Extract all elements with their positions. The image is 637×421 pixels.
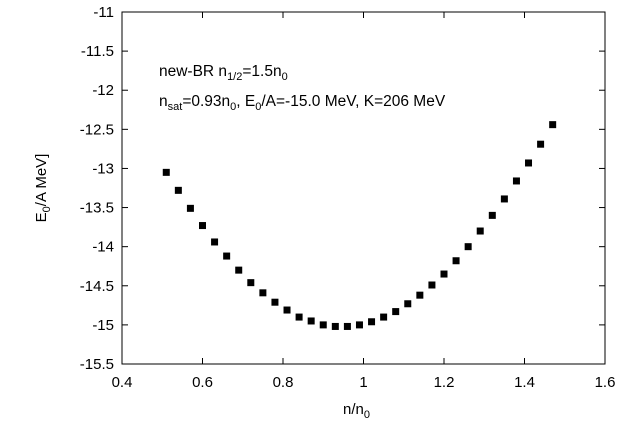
data-point (343, 322, 351, 330)
data-point (355, 321, 363, 329)
annotation-subscript: 1/2 (227, 71, 242, 83)
data-point (235, 266, 243, 274)
annotation-subscript: 0 (282, 71, 288, 83)
data-point (500, 195, 508, 203)
annotation-text: , E (236, 93, 255, 110)
x-axis-label-sub: 0 (364, 409, 370, 421)
y-axis-label: E0/A MeV] (33, 154, 53, 223)
x-tick-label: 1 (359, 374, 367, 391)
data-point (271, 298, 279, 306)
data-point (525, 159, 533, 167)
data-point (186, 204, 194, 212)
data-point (476, 227, 484, 235)
data-point (464, 243, 472, 251)
y-tick-label: -15.5 (80, 356, 114, 373)
data-point (319, 321, 327, 329)
data-point (537, 140, 545, 148)
data-point (392, 308, 400, 316)
x-axis-label: n/n0 (343, 401, 370, 421)
annotation-text: =0.93n (182, 93, 230, 110)
annotation-text: new-BR n (159, 63, 227, 80)
data-point (174, 186, 182, 194)
data-point (295, 313, 303, 321)
data-point (368, 318, 376, 326)
annotation-subscript: sat (168, 101, 183, 113)
data-points (162, 121, 557, 330)
y-tick-label: -12.5 (80, 121, 114, 138)
data-point (259, 289, 267, 297)
y-tick-label: -15 (92, 317, 114, 334)
tick-labels: 0.4 0.6 0.8 1 1.2 1.4 1.6 -15.5 -15 -14.5 -14 -13.5… (80, 4, 616, 391)
data-point (452, 257, 460, 265)
y-tick-label: -14.5 (80, 278, 114, 295)
y-tick-label: -11 (93, 4, 114, 21)
data-point (440, 270, 448, 278)
data-point (549, 121, 557, 129)
x-tick-label: 1.6 (595, 374, 616, 391)
annotation-subscript: 0 (230, 101, 236, 113)
data-point (512, 177, 520, 185)
annotation-text: n (159, 93, 168, 110)
x-tick-label: 0.6 (192, 374, 213, 391)
y-tick-label: -13 (92, 160, 114, 177)
annotation-text: =1.5n (242, 63, 281, 80)
x-tick-label: 0.4 (112, 374, 133, 391)
data-point (488, 211, 496, 219)
x-tick-label: 1.2 (434, 374, 455, 391)
x-axis-label-base: n/n (343, 401, 364, 418)
data-point (307, 317, 315, 325)
annotation-line-1: new-BR n1/2=1.5n0 (159, 63, 288, 83)
y-tick-label: -14 (92, 239, 114, 256)
data-point (404, 300, 412, 308)
annotation-text: /A=-15.0 MeV, K=206 MeV (261, 93, 445, 110)
y-tick-label: -11.5 (81, 43, 114, 60)
ticks (121, 11, 606, 365)
y-axis-label-post: /A MeV] (33, 154, 50, 207)
data-point (162, 168, 170, 176)
data-point (283, 306, 291, 314)
data-point (331, 322, 339, 330)
y-tick-label: -12 (92, 82, 114, 99)
annotation-line-2: nsat=0.93n0, E0/A=-15.0 MeV, K=206 MeV (159, 93, 446, 113)
y-tick-label: -13.5 (80, 200, 114, 217)
x-tick-label: 0.8 (273, 374, 294, 391)
y-axis-label-pre: E (33, 212, 50, 222)
data-point (380, 313, 388, 321)
data-point (416, 291, 424, 299)
data-point (223, 252, 231, 260)
y-axis-label-sub: 0 (41, 206, 53, 212)
x-tick-label: 1.4 (514, 374, 535, 391)
data-point (211, 238, 219, 246)
annotation-subscript: 0 (255, 101, 261, 113)
data-point (428, 281, 436, 289)
data-point (199, 222, 206, 230)
data-point (247, 279, 255, 287)
